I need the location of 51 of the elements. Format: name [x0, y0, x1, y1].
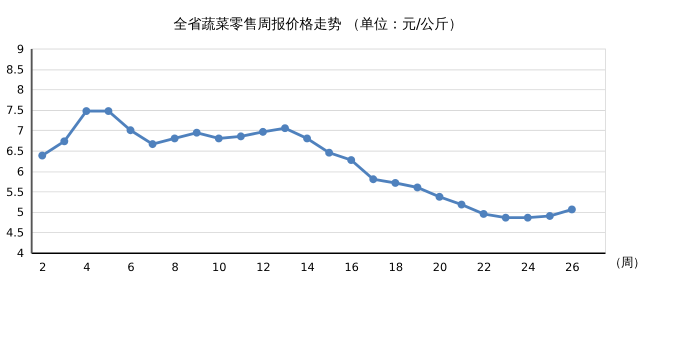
point [258, 128, 267, 136]
y-tick-label: 5 [16, 205, 24, 220]
point [60, 137, 68, 146]
point [524, 214, 532, 222]
x-tick-label: 8 [172, 260, 179, 274]
y-tick-label: 8.5 [6, 62, 24, 76]
point [104, 107, 112, 116]
point [480, 210, 488, 218]
x-tick-label: 22 [476, 260, 492, 274]
y-tick-label: 6 [16, 164, 24, 178]
point [436, 192, 444, 201]
y-tick-label: 4.5 [6, 226, 24, 240]
point [413, 183, 422, 192]
point [303, 134, 312, 142]
point [38, 152, 46, 160]
x-tick-label: 4 [83, 260, 90, 274]
point [236, 132, 245, 140]
x-tick-label: 26 [565, 260, 580, 274]
chart-title: 全省蔬菜零售周报价格走势 （单位：元/公斤） [173, 16, 463, 33]
point [391, 178, 400, 187]
x-tick-label: 2 [39, 260, 46, 274]
point [568, 206, 576, 214]
y-tick-label: 4 [16, 246, 24, 260]
x-tick-label: 24 [521, 260, 536, 274]
y-tick-label: 6.5 [6, 144, 24, 158]
y-tick-label: 7 [16, 124, 24, 138]
point [214, 134, 223, 142]
point [458, 200, 466, 209]
x-tick-label: 12 [256, 260, 271, 274]
x-tick-label: 14 [300, 260, 315, 274]
point [281, 124, 289, 132]
x-axis-title: （周） [609, 255, 646, 270]
x-tick-label: 18 [388, 260, 404, 274]
y-tick-label: 9 [16, 42, 24, 56]
x-tick-label: 20 [432, 260, 448, 274]
point [546, 212, 554, 220]
point [502, 214, 510, 222]
y-tick-label: 7.5 [6, 103, 24, 118]
point [170, 134, 179, 142]
point [192, 128, 201, 137]
x-tick-label: 10 [212, 260, 226, 274]
y-tick-label: 5.5 [6, 184, 24, 199]
point [325, 148, 334, 157]
y-tick-label: 8 [16, 82, 24, 97]
point [82, 107, 90, 116]
point [126, 126, 134, 134]
point [369, 175, 378, 184]
point [148, 140, 157, 148]
x-tick-label: 16 [344, 260, 359, 274]
x-tick-label: 6 [127, 260, 135, 274]
point [347, 156, 356, 164]
